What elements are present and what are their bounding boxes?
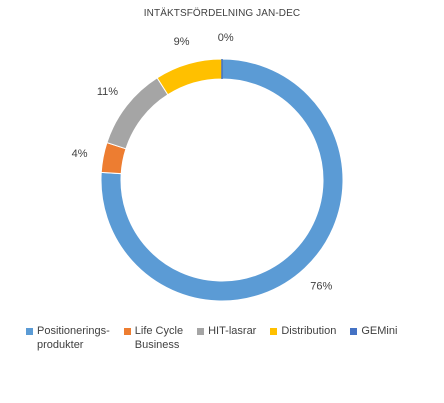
data-label-positionerings-produkter: 76% [310,281,332,293]
slice-distribution [156,58,223,96]
chart-title: INTÄKTSFÖRDELNING JAN-DEC [143,8,301,19]
legend-item-positionerings-produkter: Positionerings-produkter [26,324,110,352]
legend-swatch [123,328,131,335]
data-label-life-cycle-business: 4% [72,148,88,160]
legend-item-gemini: GEMini [350,324,397,352]
data-label-gemini: 0% [218,32,234,44]
legend-item-hit-lasrar: HIT-lasrar [197,324,256,352]
legend-label: GEMini [361,325,398,337]
data-label-hit-lasrar: 11% [97,86,118,98]
chart-legend: Positionerings-produkter Life Cycle Busine… [26,324,397,352]
legend-label: Positionerings-produkter [37,325,110,351]
legend-swatch [350,328,358,335]
legend-swatch [270,328,278,335]
legend-item-life-cycle-business: Life Cycle Business [123,324,184,352]
legend-swatch [26,328,33,335]
legend-label: HIT-lasrar [208,325,257,337]
data-label-distribution: 9% [174,36,190,48]
legend-label: Life Cycle Business [134,325,184,351]
slice-positionerings-produkter [100,58,344,302]
legend-item-distribution: Distribution [270,324,336,352]
legend-swatch [197,328,205,335]
legend-label: Distribution [281,325,337,337]
